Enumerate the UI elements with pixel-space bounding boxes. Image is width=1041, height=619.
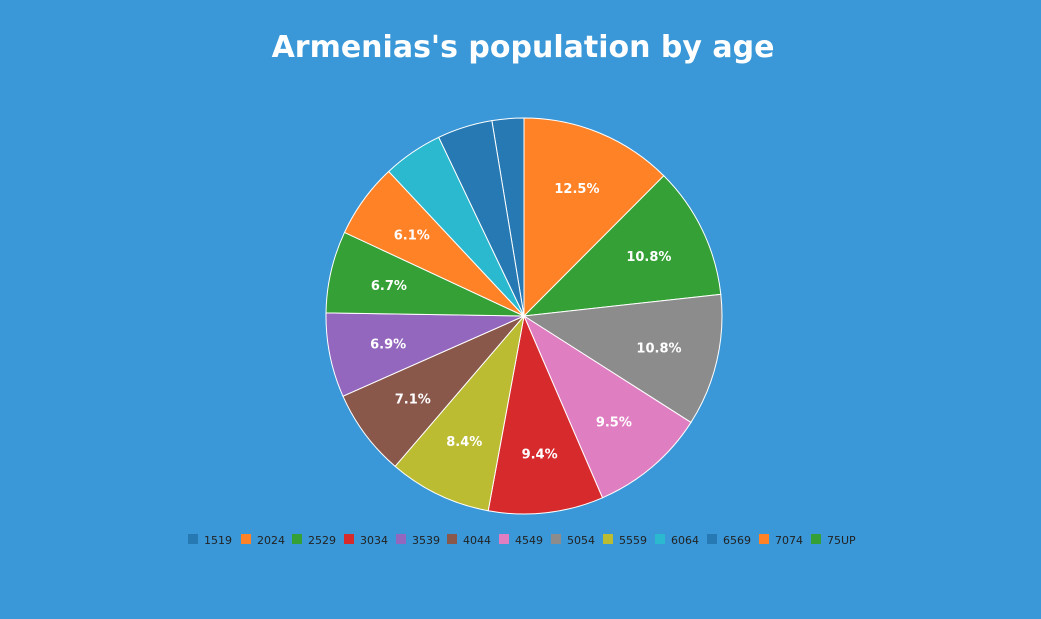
legend-swatch-6569 [707, 534, 717, 544]
legend-swatch-7074 [759, 534, 769, 544]
slice-label-2529: 10.8% [626, 250, 671, 265]
legend-label-75UP: 75UP [827, 534, 856, 547]
legend-label-6064: 6064 [671, 534, 699, 547]
pie-slice-3034 [522, 293, 723, 424]
slice-label-6569: 6.1% [394, 229, 430, 244]
pie-slice-labels: 12.5% 10.8% 10.8% 9.5% 9.4% 8.4% 7.1% 6.9% 6.7% 6… [370, 182, 681, 463]
legend-label-7074: 7074 [775, 534, 803, 547]
slice-label-5559: 6.9% [370, 338, 406, 353]
legend-label-6569: 6569 [723, 534, 751, 547]
legend-swatch-6064 [655, 534, 665, 544]
legend-swatch-2024 [241, 534, 251, 544]
slice-label-6064: 6.7% [371, 279, 407, 294]
legend-swatch-75UP [811, 534, 821, 544]
legend-label-2529: 2529 [308, 534, 336, 547]
legend-label-4549: 4549 [515, 534, 543, 547]
legend-swatch-3539 [396, 534, 406, 544]
legend-label-3034: 3034 [360, 534, 388, 547]
slice-label-4549: 8.4% [446, 435, 482, 450]
legend-label-5559: 5559 [619, 534, 647, 547]
legend: 1519 2024 2529 3034 3539 4044 4549 5054 5559 6064… [188, 534, 856, 547]
legend-swatch-2529 [292, 534, 302, 544]
pie-slice-3539 [522, 314, 692, 499]
pie-slice-75UP [438, 120, 525, 317]
legend-swatch-5054 [551, 534, 561, 544]
legend-label-2024: 2024 [257, 534, 285, 547]
chart-title: Armenias's population by age [272, 30, 775, 65]
legend-swatch-3034 [344, 534, 354, 544]
slice-label-5054: 7.1% [395, 393, 431, 408]
legend-label-5054: 5054 [567, 534, 595, 547]
legend-label-3539: 3539 [412, 534, 440, 547]
legend-label-1519: 1519 [204, 534, 232, 547]
pie-slice-2529 [522, 175, 722, 317]
pie-slice-2024 [523, 117, 665, 318]
slice-label-2024: 12.5% [554, 182, 599, 197]
slice-label-4044: 9.4% [522, 448, 558, 463]
legend-swatch-4044 [447, 534, 457, 544]
legend-swatch-4549 [499, 534, 509, 544]
legend-swatch-1519 [188, 534, 198, 544]
slice-label-3034: 10.8% [636, 341, 681, 356]
pie-slice-4549 [394, 314, 525, 512]
pie-slice-4044 [487, 314, 604, 515]
slice-label-3539: 9.5% [596, 416, 632, 431]
legend-swatch-5559 [603, 534, 613, 544]
legend-label-4044: 4044 [463, 534, 491, 547]
pie-slices [325, 117, 723, 515]
